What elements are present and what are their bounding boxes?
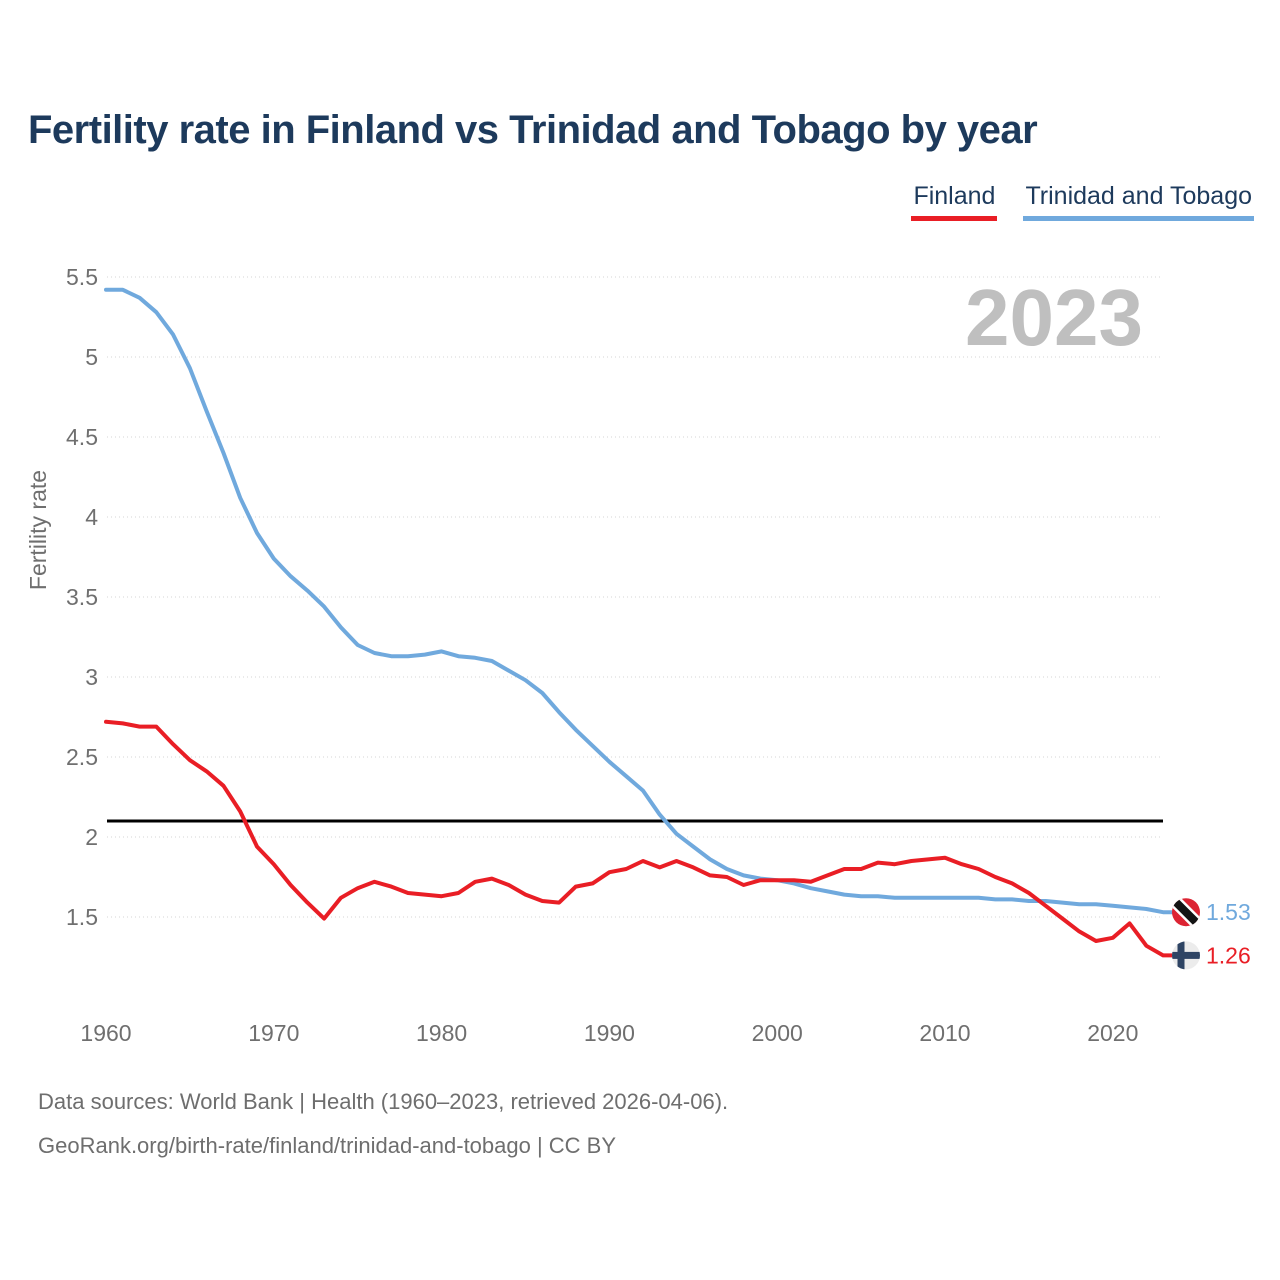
y-axis-title: Fertility rate [25,470,51,590]
x-tick-label: 2000 [752,1020,803,1046]
x-axis-tick-labels: 1960 1970 1980 1990 2000 2010 2020 [80,1020,1138,1046]
y-tick-label: 3.5 [66,584,98,610]
trinidad-and-tobago-line[interactable] [104,287,1174,915]
year-watermark: 2023 [965,273,1143,362]
x-tick-label: 2010 [919,1020,970,1046]
y-tick-label: 5 [85,344,98,370]
footer-attribution-line: GeoRank.org/birth-rate/finland/trinidad-… [38,1133,617,1158]
footer: Data sources: World Bank | Health (1960–… [38,1080,728,1168]
legend: Finland Trinidad and Tobago [911,182,1254,221]
footer-sources-line: Data sources: World Bank | Health (1960–… [38,1089,729,1114]
x-tick-label: 1960 [80,1020,131,1046]
y-tick-label: 2 [85,824,98,850]
legend-item-finland[interactable]: Finland [911,182,998,221]
legend-tt-label: Trinidad and Tobago [1025,182,1252,210]
finland-line[interactable] [104,719,1174,958]
y-tick-label: 1.5 [66,904,98,930]
y-tick-label: 4 [85,504,98,530]
y-tick-label: 2.5 [66,744,98,770]
x-tick-label: 1990 [584,1020,635,1046]
y-tick-label: 4.5 [66,424,98,450]
legend-item-trinidad-and-tobago[interactable]: Trinidad and Tobago [1023,182,1254,221]
flag-trinidad-and-tobago-icon [1172,898,1200,927]
y-tick-label: 3 [85,664,98,690]
x-tick-label: 1970 [248,1020,299,1046]
trinidad-and-tobago-end-value-label: 1.53 [1206,899,1251,925]
x-tick-label: 1980 [416,1020,467,1046]
flag-finland-icon [1172,941,1200,970]
legend-finland-label: Finland [913,182,996,210]
x-tick-label: 2020 [1087,1020,1138,1046]
finland-end-value-label: 1.26 [1206,942,1251,968]
y-tick-label: 5.5 [66,264,98,290]
y-axis-tick-labels: 5.5 5 4.5 4 3.5 3 2.5 2 1.5 [66,264,98,930]
page-title: Fertility rate in Finland vs Trinidad an… [28,108,1038,152]
gridlines [107,276,1163,918]
